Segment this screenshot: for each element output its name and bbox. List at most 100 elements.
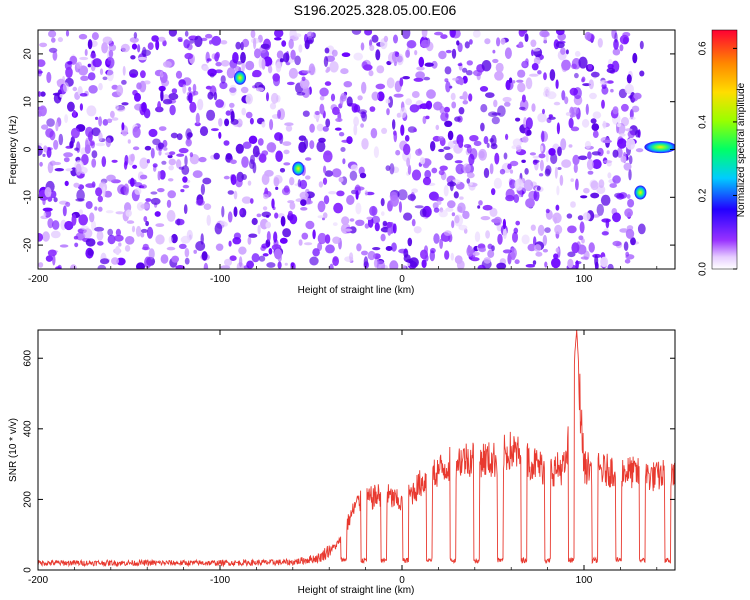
heatmap-cell (169, 151, 176, 156)
heatmap-cell (78, 209, 83, 215)
heatmap-cell (50, 230, 61, 239)
heatmap-cell (567, 225, 577, 234)
heatmap-cell (152, 163, 158, 168)
heatmap-cell (603, 160, 613, 164)
heatmap-cell (338, 132, 345, 137)
heatmap-cell (538, 153, 546, 159)
heatmap-cell (539, 159, 544, 172)
heatmap-cell (125, 209, 132, 217)
heatmap-cell (267, 65, 273, 74)
heatmap-cell (413, 77, 424, 82)
heatmap-cell (574, 50, 581, 57)
heatmap-cell (561, 159, 572, 168)
heatmap-cell (309, 256, 319, 266)
heatmap-cell (419, 103, 430, 110)
heatmap-cell (570, 126, 580, 132)
heatmap-cell (414, 205, 424, 209)
heatmap-cell (392, 119, 396, 130)
heatmap-cell (121, 79, 127, 85)
heatmap-cell (398, 201, 402, 213)
heatmap-cell (219, 81, 228, 90)
heatmap-cell (38, 105, 47, 117)
heatmap-cell (360, 42, 365, 51)
heatmap-cell (42, 153, 46, 157)
heatmap-cell (606, 150, 610, 155)
heatmap-cell (481, 59, 492, 72)
heatmap-cell (398, 248, 408, 254)
heatmap-cell (500, 38, 506, 45)
heatmap-cell (508, 77, 513, 84)
y-tick-label: 0 (23, 567, 34, 573)
heatmap-cell (136, 262, 145, 269)
heatmap-cell (376, 260, 386, 269)
heatmap-cell (79, 93, 88, 97)
heatmap-cell (553, 253, 559, 259)
heatmap-cell (148, 128, 158, 138)
heatmap-cell (276, 50, 284, 59)
heatmap-cell (556, 185, 560, 196)
heatmap-cell (39, 161, 43, 167)
heatmap-cell (451, 48, 457, 59)
heatmap-cell (258, 153, 267, 163)
heatmap-cell (424, 170, 432, 179)
heatmap-cell (305, 220, 315, 230)
heatmap-cell (194, 122, 201, 127)
heatmap-cell (447, 141, 454, 149)
x-tick-label: -100 (210, 575, 230, 586)
heatmap-cell (489, 207, 498, 217)
x-tick-label: 100 (576, 274, 593, 285)
heatmap-cell (578, 155, 588, 161)
heatmap-cell (469, 135, 479, 142)
heatmap-cell (329, 263, 334, 269)
heatmap-cell (132, 164, 138, 169)
heatmap-cell (99, 68, 104, 75)
heatmap-cell (274, 37, 282, 41)
heatmap-cell (584, 31, 592, 41)
heatmap-cell (477, 243, 486, 249)
heatmap-cell (75, 198, 85, 202)
x-tick-label: 0 (399, 274, 405, 285)
heatmap-cell (623, 241, 629, 251)
heatmap-feature (292, 161, 305, 176)
heatmap-cell (140, 232, 145, 238)
heatmap-cell (628, 116, 636, 120)
heatmap-cell (160, 254, 169, 264)
heatmap-cell (458, 141, 464, 148)
heatmap-cell (591, 159, 602, 170)
heatmap-cell (551, 257, 561, 269)
heatmap-cell (614, 32, 618, 43)
heatmap-cell (544, 227, 551, 234)
heatmap-cell (41, 124, 49, 130)
heatmap-feature (644, 141, 675, 154)
heatmap-cell (505, 133, 509, 140)
heatmap-cell (229, 84, 237, 96)
heatmap-cell (502, 96, 512, 103)
heatmap-cell (178, 166, 185, 170)
heatmap-cell (483, 167, 490, 179)
colorbar-tick-label: 0.0 (698, 262, 709, 276)
heatmap-cell (586, 159, 594, 171)
heatmap-cell (457, 63, 463, 67)
heatmap-cell (69, 140, 74, 149)
heatmap-cell (102, 186, 106, 198)
heatmap-cell (162, 61, 172, 68)
heatmap-cell (578, 56, 588, 69)
heatmap-cell (334, 127, 342, 131)
heatmap-cell (485, 230, 490, 239)
heatmap-cell (521, 159, 526, 163)
heatmap-cell (283, 162, 291, 166)
heatmap-cell (150, 197, 161, 205)
heatmap-cell (64, 180, 69, 187)
heatmap-cell (298, 135, 307, 141)
heatmap-cell (537, 224, 545, 236)
heatmap-cell (621, 103, 629, 112)
heatmap-cell (254, 48, 261, 59)
heatmap-cell (400, 124, 405, 136)
heatmap-cell (503, 152, 508, 160)
heatmap-cell (346, 195, 355, 205)
heatmap-cell (324, 234, 331, 244)
colorbar-gradient (711, 29, 738, 270)
heatmap-cell (323, 165, 327, 174)
heatmap-cell (230, 159, 237, 165)
heatmap-cell (480, 122, 485, 132)
